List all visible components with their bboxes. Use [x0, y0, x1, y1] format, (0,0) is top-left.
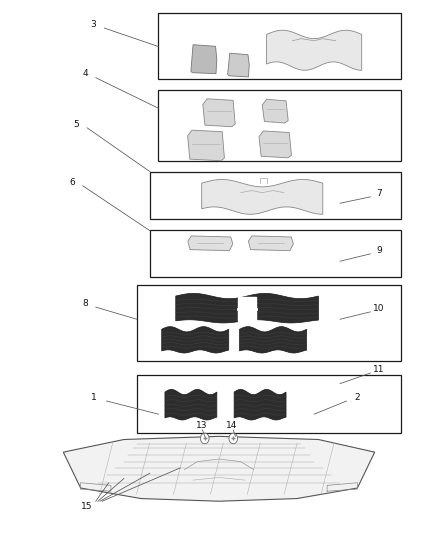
Text: 7: 7 [376, 189, 382, 198]
Text: 11: 11 [373, 365, 385, 374]
Polygon shape [162, 327, 229, 353]
Circle shape [229, 433, 237, 443]
Polygon shape [165, 390, 217, 420]
Text: 3: 3 [91, 20, 96, 29]
Text: 6: 6 [69, 177, 75, 187]
Polygon shape [202, 180, 323, 214]
Circle shape [201, 433, 209, 443]
Text: 13: 13 [196, 421, 208, 430]
Polygon shape [238, 296, 256, 321]
Polygon shape [188, 236, 233, 251]
Polygon shape [187, 130, 224, 161]
Polygon shape [203, 99, 235, 127]
Text: 14: 14 [226, 421, 238, 430]
Polygon shape [191, 45, 217, 74]
Bar [150, 230, 401, 277]
Text: 9: 9 [376, 246, 382, 255]
Polygon shape [262, 99, 288, 123]
Text: 4: 4 [82, 69, 88, 78]
Polygon shape [176, 293, 318, 323]
Bar [159, 13, 401, 79]
Text: 15: 15 [81, 502, 93, 511]
Bar [137, 285, 401, 361]
Polygon shape [228, 53, 249, 77]
Polygon shape [240, 327, 307, 353]
Polygon shape [248, 236, 293, 251]
Text: 8: 8 [82, 299, 88, 308]
Polygon shape [267, 30, 362, 70]
Polygon shape [234, 390, 286, 420]
Bar [159, 90, 401, 161]
Text: 2: 2 [355, 393, 360, 402]
Text: 5: 5 [74, 119, 79, 128]
Bar [137, 375, 401, 433]
Polygon shape [259, 131, 291, 158]
Bar [150, 172, 401, 219]
Text: 10: 10 [373, 304, 385, 313]
Polygon shape [64, 437, 374, 501]
Text: 1: 1 [91, 393, 96, 402]
